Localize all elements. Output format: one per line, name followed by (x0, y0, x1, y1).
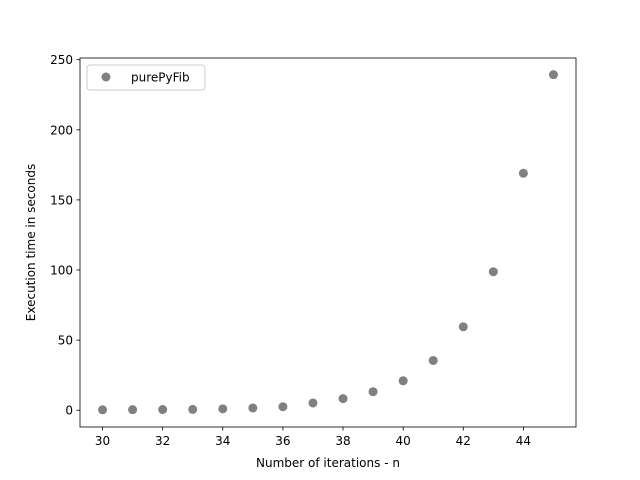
data-point (518, 168, 528, 178)
data-point (308, 398, 318, 408)
x-tick-label: 40 (396, 434, 411, 448)
data-point (98, 405, 108, 415)
y-tick-label: 100 (50, 264, 73, 278)
legend-box (86, 64, 206, 91)
x-tick-label: 32 (155, 434, 170, 448)
data-points (98, 70, 558, 415)
x-tick-label: 30 (95, 434, 110, 448)
data-point (368, 387, 378, 397)
x-tick-label: 36 (275, 434, 290, 448)
y-axis-ticks: 0 50 100 150 200 250 (50, 53, 80, 418)
data-point (548, 70, 558, 80)
data-point (338, 394, 348, 404)
data-point (218, 404, 228, 414)
y-tick-label: 200 (50, 123, 73, 137)
legend-marker (101, 72, 111, 82)
data-point (398, 376, 408, 386)
data-point (488, 267, 498, 277)
plot-area (79, 57, 577, 428)
y-tick-label: 0 (65, 404, 73, 418)
x-tick-label: 42 (456, 434, 471, 448)
y-tick-label: 150 (50, 193, 73, 207)
data-point (128, 405, 138, 415)
y-axis-label: Execution time in seconds (24, 164, 38, 321)
x-axis-ticks: 30 32 34 36 38 40 42 44 (95, 427, 531, 448)
y-tick-label: 50 (58, 334, 73, 348)
data-point (458, 322, 468, 332)
data-point (158, 405, 168, 415)
y-tick-label: 250 (50, 53, 73, 67)
data-point (278, 402, 288, 412)
x-axis-label: Number of iterations - n (256, 456, 400, 470)
data-point (188, 404, 198, 414)
data-point (428, 355, 438, 365)
data-point (248, 403, 258, 413)
x-tick-label: 44 (516, 434, 531, 448)
x-tick-label: 34 (215, 434, 230, 448)
x-tick-label: 38 (335, 434, 350, 448)
legend-label: purePyFib (131, 71, 190, 85)
legend: purePyFib (86, 64, 206, 91)
